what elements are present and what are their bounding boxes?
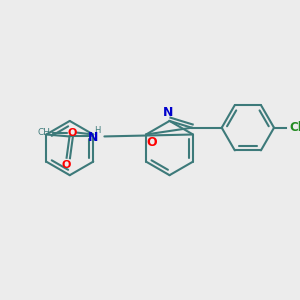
Text: N: N <box>88 131 98 144</box>
Text: O: O <box>67 128 76 138</box>
Text: O: O <box>146 136 157 149</box>
Text: CH₃: CH₃ <box>38 128 54 137</box>
Text: Cl: Cl <box>289 121 300 134</box>
Text: O: O <box>62 160 71 170</box>
Text: H: H <box>94 126 101 135</box>
Text: N: N <box>162 106 173 119</box>
